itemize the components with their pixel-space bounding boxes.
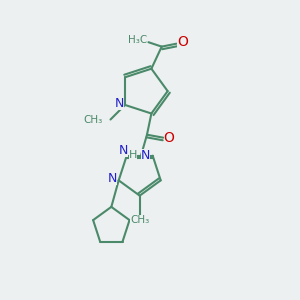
Text: N: N	[107, 172, 117, 185]
Text: H₃C: H₃C	[128, 35, 147, 45]
Text: N: N	[115, 97, 124, 110]
Text: H: H	[129, 150, 137, 160]
Text: N: N	[119, 144, 128, 157]
Text: N: N	[141, 149, 151, 162]
Text: CH₃: CH₃	[130, 215, 149, 225]
Text: O: O	[164, 131, 175, 145]
Text: O: O	[178, 35, 188, 49]
Text: CH₃: CH₃	[83, 116, 102, 125]
